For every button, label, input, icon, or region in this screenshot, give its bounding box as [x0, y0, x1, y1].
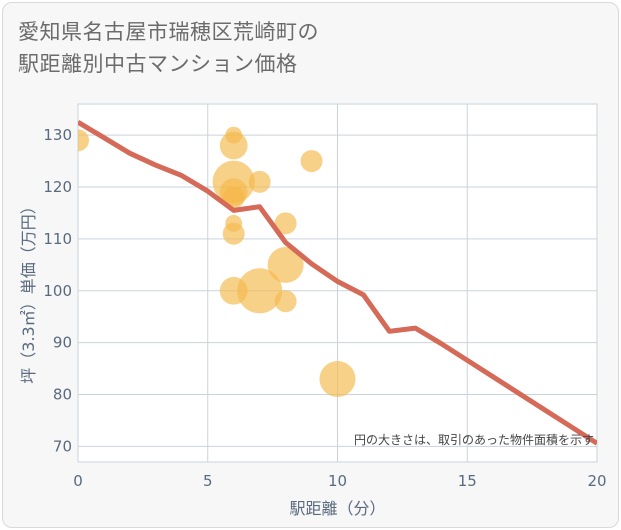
chart-title: 愛知県名古屋市瑞穂区荒崎町の 駅距離別中古マンション価格: [18, 16, 319, 80]
y-tick-label: 120: [43, 178, 72, 196]
x-tick-label: 5: [203, 472, 213, 490]
chart-title-line-2: 駅距離別中古マンション価格: [18, 52, 298, 76]
x-tick-label: 0: [73, 472, 83, 490]
y-tick-label: 90: [53, 334, 72, 352]
size-legend-note: 円の大きさは、取引のあった物件面積を示す: [354, 432, 594, 447]
bubble-point: [274, 212, 297, 235]
y-tick-label: 80: [53, 386, 72, 404]
bubble-point: [78, 129, 89, 152]
bubble-point: [237, 268, 283, 314]
bubble-point: [248, 170, 271, 193]
y-tick-label: 100: [43, 282, 72, 300]
y-tick-label: 130: [43, 126, 72, 144]
bubble-point: [222, 186, 245, 209]
y-axis-label: 坪（3.3㎡）単価（万円）: [19, 198, 38, 383]
bubble-series: [78, 126, 356, 397]
x-axis-label: 駅距離（分）: [289, 499, 385, 518]
chart-title-line-1: 愛知県名古屋市瑞穂区荒崎町の: [18, 20, 319, 44]
trend-line: [78, 120, 597, 446]
x-tick-label: 10: [328, 472, 347, 490]
gridlines: [77, 104, 598, 462]
y-tick-label: 70: [53, 437, 72, 455]
x-tick-label: 15: [458, 472, 477, 490]
bubble-point: [267, 246, 304, 283]
y-tick-labels: 70 80 90 100 110 120 130: [43, 126, 72, 455]
bubble-point: [222, 222, 245, 245]
bubble-point: [219, 131, 248, 160]
bubble-point: [274, 290, 297, 313]
y-tick-label: 110: [43, 230, 72, 248]
x-tick-label: 20: [587, 472, 606, 490]
x-tick-labels: 0 5 10 15 20: [73, 472, 606, 490]
bubble-point: [300, 150, 323, 173]
bubble-point: [319, 360, 356, 397]
